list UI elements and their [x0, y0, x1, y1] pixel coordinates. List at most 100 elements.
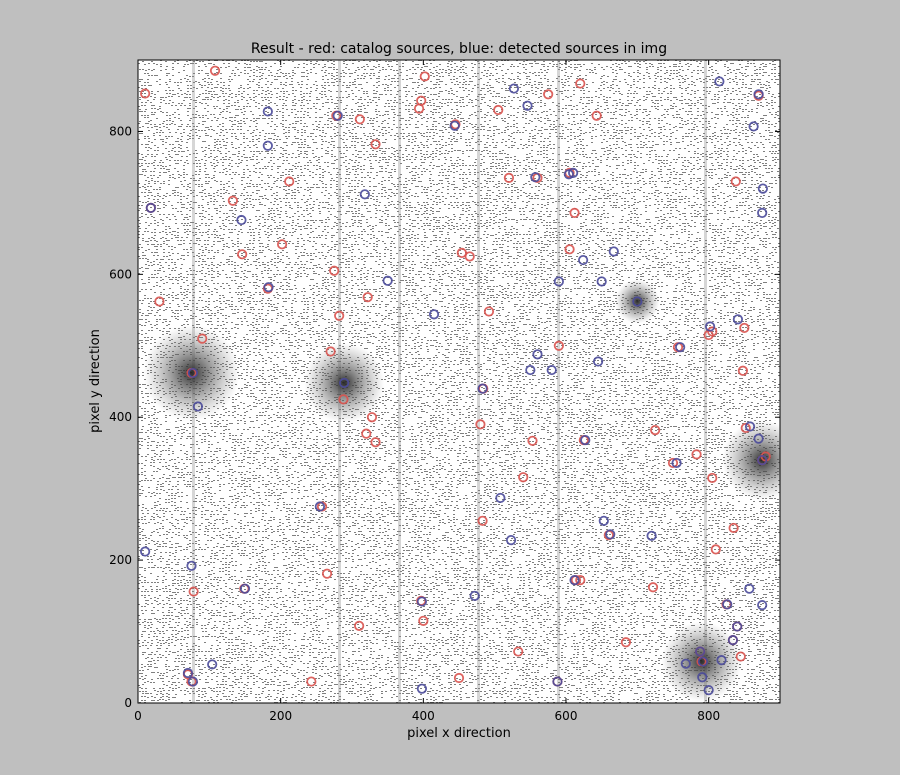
detected-point: [522, 100, 533, 111]
plot-frame: [137, 59, 781, 704]
detected-point: [314, 501, 325, 512]
chart-title: Result - red: catalog sources, blue: det…: [251, 41, 667, 57]
detected-point: [748, 121, 759, 132]
x-tick-label: 200: [269, 709, 292, 723]
image-bright-star: [722, 420, 780, 501]
x-tick-label: 0: [134, 709, 142, 723]
detected-point: [757, 600, 768, 611]
catalog-point: [569, 207, 580, 218]
detected-point: [753, 433, 764, 444]
detected-point: [553, 276, 564, 287]
catalog-point: [453, 672, 465, 684]
detected-point: [632, 296, 643, 307]
catalog-point: [197, 333, 208, 344]
detected-point: [530, 172, 541, 183]
catalog-point: [477, 515, 488, 526]
detected-point: [598, 515, 609, 526]
catalog-point: [553, 340, 564, 351]
detected-point: [505, 535, 517, 546]
detected-point: [469, 590, 480, 601]
series-detected: [140, 76, 768, 696]
catalog-point: [475, 419, 486, 430]
detected-point: [704, 321, 716, 332]
catalog-point: [575, 575, 586, 586]
detected-point: [580, 434, 591, 446]
catalog-point: [493, 104, 504, 116]
image-bright-star: [615, 279, 660, 324]
detected-point: [744, 421, 756, 432]
detected-point: [339, 377, 350, 389]
detected-point: [187, 367, 199, 379]
y-tick-label: 200: [109, 553, 132, 567]
catalog-point: [483, 306, 495, 317]
detected-point: [714, 76, 725, 87]
catalog-point: [154, 296, 165, 307]
catalog-point: [691, 449, 702, 460]
detected-point: [697, 656, 709, 667]
image-streak: [398, 60, 401, 703]
catalog-point: [647, 582, 659, 593]
catalog-point: [370, 139, 381, 150]
detected-point: [546, 364, 557, 376]
image-bright-star: [304, 342, 385, 423]
x-tick-label: 800: [697, 709, 720, 723]
y-axis-label: pixel y direction: [88, 329, 103, 433]
detected-point: [382, 275, 393, 286]
image-bright-star: [661, 621, 742, 702]
detected-point: [428, 309, 440, 320]
detected-point: [187, 676, 199, 687]
detected-point: [757, 454, 768, 466]
catalog-point: [413, 103, 425, 114]
detected-point: [186, 560, 197, 571]
catalog-point: [276, 239, 288, 250]
detected-point: [359, 189, 370, 200]
image-bright-star: [143, 324, 240, 421]
catalog-point: [575, 78, 586, 89]
detected-point: [262, 106, 273, 117]
detected-point: [145, 202, 156, 213]
detected-point: [596, 276, 607, 287]
detected-point: [605, 529, 616, 540]
catalog-point: [503, 172, 515, 183]
detected-point: [675, 342, 686, 353]
detected-point: [753, 89, 764, 100]
catalog-point: [329, 265, 340, 276]
catalog-point: [739, 322, 750, 334]
catalog-point: [667, 457, 679, 469]
catalog-point: [354, 114, 365, 125]
detected-point: [744, 583, 755, 594]
detected-point: [182, 667, 194, 679]
catalog-point: [370, 437, 381, 448]
detected-point: [732, 314, 744, 325]
catalog-point: [513, 646, 524, 657]
catalog-point: [338, 394, 349, 405]
detected-point: [680, 658, 691, 669]
detected-point: [416, 683, 428, 694]
detected-point: [716, 655, 727, 666]
catalog-point: [707, 326, 718, 337]
detected-point: [449, 120, 460, 131]
catalog-point: [456, 247, 467, 258]
catalog-point: [361, 428, 372, 439]
y-tick-label: 400: [109, 410, 132, 424]
detected-point: [703, 685, 714, 696]
catalog-point: [419, 71, 430, 82]
detected-point: [722, 599, 733, 610]
y-tick-label: 600: [109, 267, 132, 281]
catalog-point: [140, 88, 151, 99]
detected-point: [416, 596, 428, 607]
catalog-point: [710, 544, 721, 555]
x-axis-label: pixel x direction: [407, 726, 511, 741]
detected-point: [525, 364, 536, 376]
detected-point: [592, 356, 604, 367]
detected-point: [532, 349, 543, 360]
catalog-point: [464, 251, 475, 262]
catalog-point: [564, 244, 575, 255]
detected-point: [207, 659, 218, 670]
catalog-point: [418, 615, 429, 626]
catalog-point: [354, 620, 365, 631]
catalog-point: [728, 522, 739, 534]
detected-point: [552, 676, 563, 687]
